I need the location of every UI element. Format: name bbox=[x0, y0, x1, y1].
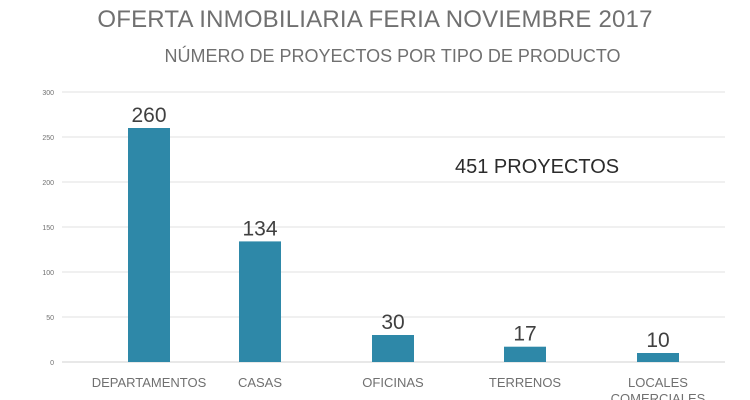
x-tick-label: TERRENOS bbox=[489, 375, 562, 390]
y-tick-label: 0 bbox=[50, 360, 54, 367]
data-label: 260 bbox=[131, 104, 166, 127]
y-tick-label: 250 bbox=[42, 135, 54, 142]
chart-title: OFERTA INMOBILIARIA FERIA NOVIEMBRE 2017 bbox=[97, 6, 653, 33]
y-tick-label: 300 bbox=[42, 90, 54, 97]
chart-subtitle: NÚMERO DE PROYECTOS POR TIPO DE PRODUCTO bbox=[164, 46, 621, 66]
data-label: 134 bbox=[242, 217, 277, 240]
bar-casas bbox=[239, 241, 281, 362]
data-label: 17 bbox=[513, 323, 536, 346]
data-label: 10 bbox=[646, 329, 669, 352]
total-projects-annotation: 451 PROYECTOS bbox=[455, 156, 619, 178]
data-label: 30 bbox=[381, 311, 404, 334]
bar-terrenos bbox=[504, 346, 546, 362]
bar-oficinas bbox=[372, 335, 414, 362]
bar-departamentos bbox=[128, 128, 170, 362]
x-tick-label: DEPARTAMENTOS bbox=[92, 375, 207, 390]
y-tick-label: 200 bbox=[42, 180, 54, 187]
y-tick-label: 150 bbox=[42, 225, 54, 232]
bar-locales-comerciales bbox=[637, 353, 679, 362]
x-tick-label: CASAS bbox=[238, 375, 282, 390]
y-tick-label: 100 bbox=[42, 270, 54, 277]
x-tick-label: OFICINAS bbox=[362, 375, 424, 390]
x-tick-label: LOCALES bbox=[628, 375, 688, 390]
y-tick-label: 50 bbox=[46, 315, 54, 322]
x-tick-label: COMERCIALES bbox=[611, 391, 706, 400]
